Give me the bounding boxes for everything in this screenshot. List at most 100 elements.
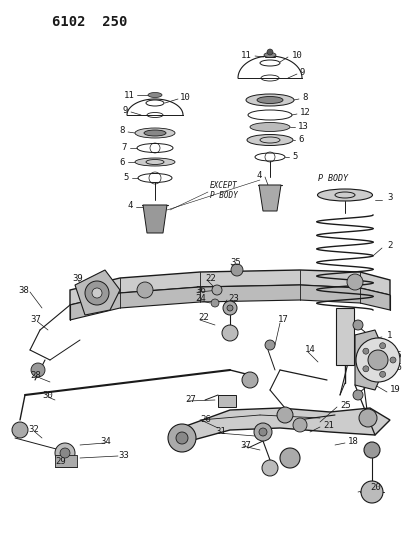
Circle shape bbox=[211, 285, 221, 295]
Circle shape bbox=[363, 442, 379, 458]
Circle shape bbox=[85, 281, 109, 305]
Text: 31: 31 bbox=[214, 427, 225, 437]
Text: 36: 36 bbox=[195, 286, 205, 295]
Text: 20: 20 bbox=[369, 483, 380, 492]
Circle shape bbox=[92, 288, 102, 298]
Text: 10: 10 bbox=[291, 51, 302, 60]
Text: P BODY: P BODY bbox=[209, 190, 237, 199]
Text: 4: 4 bbox=[256, 171, 261, 180]
Text: 9: 9 bbox=[299, 68, 305, 77]
Text: 9: 9 bbox=[122, 106, 128, 115]
Text: 11: 11 bbox=[124, 91, 135, 100]
Text: 4: 4 bbox=[127, 200, 133, 209]
Text: 27: 27 bbox=[184, 395, 195, 405]
Text: 19: 19 bbox=[389, 385, 400, 394]
Circle shape bbox=[276, 407, 292, 423]
Text: 18: 18 bbox=[347, 438, 358, 447]
Text: 22: 22 bbox=[204, 273, 215, 282]
Text: 1: 1 bbox=[386, 330, 391, 340]
Text: 37: 37 bbox=[239, 440, 250, 449]
Text: 17: 17 bbox=[277, 316, 288, 325]
Text: 23: 23 bbox=[227, 294, 238, 303]
Ellipse shape bbox=[245, 94, 293, 106]
Text: 16: 16 bbox=[391, 364, 402, 373]
Circle shape bbox=[254, 423, 271, 441]
Ellipse shape bbox=[135, 158, 175, 166]
Circle shape bbox=[55, 443, 75, 463]
Circle shape bbox=[367, 350, 387, 370]
Text: 6102  250: 6102 250 bbox=[52, 15, 127, 29]
Polygon shape bbox=[70, 285, 389, 320]
Circle shape bbox=[230, 264, 243, 276]
Bar bbox=[55, 455, 77, 467]
Text: 7: 7 bbox=[121, 142, 127, 151]
Ellipse shape bbox=[144, 130, 166, 136]
Text: 15: 15 bbox=[391, 351, 402, 359]
Circle shape bbox=[362, 348, 368, 354]
Circle shape bbox=[292, 418, 306, 432]
Circle shape bbox=[352, 390, 362, 400]
Circle shape bbox=[221, 325, 237, 341]
Bar bbox=[335, 308, 353, 365]
Text: 24: 24 bbox=[195, 294, 205, 303]
Text: 5: 5 bbox=[124, 173, 129, 182]
Text: 10: 10 bbox=[180, 93, 190, 101]
Polygon shape bbox=[354, 330, 387, 390]
Polygon shape bbox=[75, 270, 120, 315]
Text: 8: 8 bbox=[119, 125, 125, 134]
Circle shape bbox=[379, 343, 385, 349]
Circle shape bbox=[241, 372, 257, 388]
Ellipse shape bbox=[317, 189, 372, 201]
Text: 22: 22 bbox=[198, 313, 208, 322]
Text: 13: 13 bbox=[297, 122, 308, 131]
Circle shape bbox=[346, 274, 362, 290]
Ellipse shape bbox=[148, 93, 162, 98]
Ellipse shape bbox=[135, 128, 175, 138]
Text: 29: 29 bbox=[55, 457, 65, 466]
Text: 35: 35 bbox=[229, 257, 240, 266]
Text: 2: 2 bbox=[386, 240, 391, 249]
Circle shape bbox=[352, 320, 362, 330]
Text: 32: 32 bbox=[28, 425, 39, 434]
Circle shape bbox=[175, 432, 188, 444]
Circle shape bbox=[12, 422, 28, 438]
Text: 38: 38 bbox=[18, 286, 29, 295]
Circle shape bbox=[264, 340, 274, 350]
Circle shape bbox=[389, 357, 395, 363]
Polygon shape bbox=[175, 408, 389, 445]
Circle shape bbox=[222, 301, 236, 315]
Text: 6: 6 bbox=[297, 134, 303, 143]
Circle shape bbox=[137, 282, 153, 298]
Circle shape bbox=[211, 299, 218, 307]
Circle shape bbox=[31, 363, 45, 377]
Circle shape bbox=[279, 448, 299, 468]
Circle shape bbox=[266, 49, 272, 55]
Text: 33: 33 bbox=[118, 450, 128, 459]
Text: 30: 30 bbox=[42, 391, 53, 400]
Text: 28: 28 bbox=[30, 370, 40, 379]
Text: 37: 37 bbox=[30, 316, 40, 325]
Text: 14: 14 bbox=[304, 345, 315, 354]
Text: 39: 39 bbox=[72, 273, 83, 282]
Circle shape bbox=[168, 424, 196, 452]
Circle shape bbox=[227, 305, 232, 311]
Text: 5: 5 bbox=[291, 151, 297, 160]
Polygon shape bbox=[143, 205, 166, 233]
Text: 26: 26 bbox=[200, 416, 210, 424]
Ellipse shape bbox=[263, 52, 275, 58]
Ellipse shape bbox=[249, 123, 289, 132]
Bar bbox=[218, 395, 236, 407]
Ellipse shape bbox=[246, 134, 292, 146]
Text: 11: 11 bbox=[240, 51, 252, 60]
Circle shape bbox=[362, 366, 368, 372]
Text: 12: 12 bbox=[299, 108, 310, 117]
Ellipse shape bbox=[256, 96, 282, 103]
Circle shape bbox=[355, 338, 399, 382]
Polygon shape bbox=[258, 185, 280, 211]
Text: EXCEPT: EXCEPT bbox=[209, 181, 237, 190]
Circle shape bbox=[360, 481, 382, 503]
Text: 21: 21 bbox=[322, 421, 333, 430]
Circle shape bbox=[379, 372, 385, 377]
Text: 3: 3 bbox=[386, 192, 391, 201]
Circle shape bbox=[261, 460, 277, 476]
